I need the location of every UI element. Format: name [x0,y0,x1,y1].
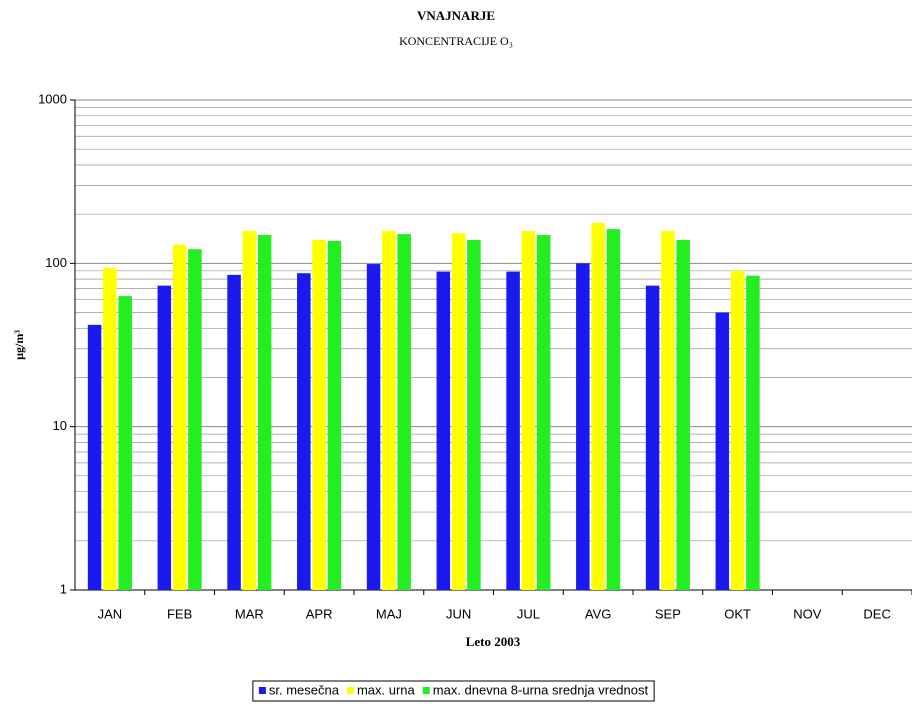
bar [661,230,675,591]
bar [172,244,187,590]
bar [188,249,202,590]
bar [436,271,451,590]
chart-subtitle: KONCENTRACIJE O₃ [399,34,513,48]
bar [536,235,551,590]
bar [591,222,605,590]
bar [715,312,730,590]
legend-swatch [422,687,430,694]
bar [227,274,241,590]
legend-swatch [258,687,266,694]
bar [397,234,411,590]
legend-swatch [346,687,354,694]
bar [297,273,311,590]
x-tick-label: JAN [98,606,123,621]
bar [576,263,590,590]
bar [157,285,172,590]
y-tick-label: 100 [45,255,67,270]
bar [87,324,102,590]
bar [730,270,745,590]
x-tick-label: APR [306,606,333,621]
bar [521,230,536,591]
bar [645,285,660,590]
y-tick-label: 1 [60,581,67,596]
x-tick-label: DEC [863,606,890,621]
bar [257,235,272,590]
bar [103,267,117,590]
bar [118,296,132,590]
bar [312,239,326,590]
x-tick-label: SEP [655,606,681,621]
bar [327,241,342,590]
y-tick-label: 10 [53,418,67,433]
bar [366,264,381,590]
x-tick-label: JUN [446,606,471,621]
bar [676,239,690,590]
x-tick-label: JUL [517,606,540,621]
x-tick-label: AVG [585,606,612,621]
legend-box [252,680,655,702]
bar [467,239,481,590]
bar [382,230,396,591]
y-axis-label: µg/m³ [12,330,26,360]
legend: sr. mesečna max. urna max. dnevna 8-urna s… [252,680,655,702]
x-tick-label: MAJ [376,606,402,621]
x-tick-label: FEB [167,606,192,621]
x-tick-label: NOV [793,606,822,621]
x-axis-label: Leto 2003 [466,634,521,649]
bar [451,233,466,591]
legend-label: max. urna [357,682,416,697]
x-tick-label: OKT [724,606,751,621]
chart-title: VNAJNARJE [417,8,495,23]
bar [746,275,760,590]
bar [242,230,257,591]
y-tick-label: 1000 [38,91,67,106]
bar [606,229,621,590]
legend-label: sr. mesečna [269,682,340,697]
x-tick-label: MAR [235,606,264,621]
bar [506,271,520,590]
legend-label: max. dnevna 8-urna srednja vrednost [433,682,649,697]
